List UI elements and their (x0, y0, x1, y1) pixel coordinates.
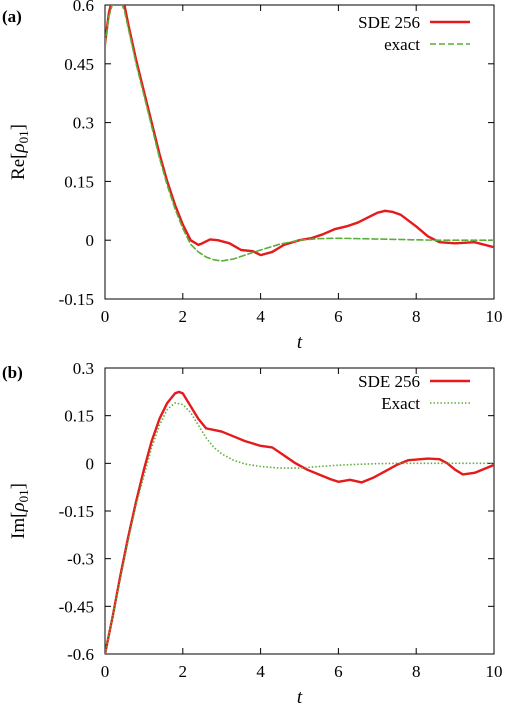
x-tick-label: 6 (334, 662, 343, 681)
legend-label: SDE 256 (358, 13, 420, 32)
legend-label: SDE 256 (358, 372, 420, 391)
series-line-0 (105, 390, 494, 654)
legend-label: Exact (381, 394, 420, 413)
x-axis-label: t (297, 687, 303, 708)
y-tick-label: 0 (86, 454, 95, 473)
plot-frame (104, 4, 495, 300)
series-line-1 (105, 402, 494, 654)
y-axis-label: Re[ρ01] (8, 124, 31, 180)
y-tick-label: 0.6 (73, 0, 94, 15)
x-tick-label: 8 (412, 662, 421, 681)
y-tick-label: 0 (86, 231, 95, 250)
x-tick-label: 0 (101, 307, 110, 326)
y-tick-label: -0.15 (59, 502, 94, 521)
y-tick-label: 0.15 (64, 172, 94, 191)
series-line-0 (105, 5, 494, 257)
y-tick-label: 0.45 (64, 55, 94, 74)
x-tick-label: 4 (256, 307, 265, 326)
x-tick-label: 2 (179, 662, 188, 681)
y-axis-label: Im[ρ01] (8, 483, 31, 539)
chart-panel-a: 0 2 4 6 8 10 -0.15 0 0.15 0.3 0.45 0.6 (a) t Re[ρ01] SD… (2, 0, 503, 353)
y-tick-label: 0.15 (64, 407, 94, 426)
chart-panel-b: 0 2 4 6 8 10 -0.6 -0.45 -0.3 -0.15 0 0.15 0.3 (b) t Im[… (2, 359, 503, 708)
x-tick-label: 8 (412, 307, 421, 326)
x-tick-label: 4 (256, 662, 265, 681)
y-tick-label: -0.15 (59, 290, 94, 309)
x-axis-label: t (297, 332, 303, 353)
y-tick-label: 0.3 (73, 114, 94, 133)
y-tick-label: -0.6 (67, 645, 94, 664)
y-tick-label: -0.45 (59, 597, 94, 616)
legend-label: exact (384, 35, 420, 54)
series-line-1 (105, 5, 494, 262)
x-tick-label: 2 (179, 307, 188, 326)
x-tick-label: 10 (486, 662, 503, 681)
x-tick-label: 10 (486, 307, 503, 326)
panel-label: (b) (2, 363, 23, 382)
y-tick-label: -0.3 (67, 550, 94, 569)
y-tick-label: 0.3 (73, 359, 94, 378)
x-tick-label: 6 (334, 307, 343, 326)
x-tick-label: 0 (101, 662, 110, 681)
panel-label: (a) (2, 7, 22, 26)
